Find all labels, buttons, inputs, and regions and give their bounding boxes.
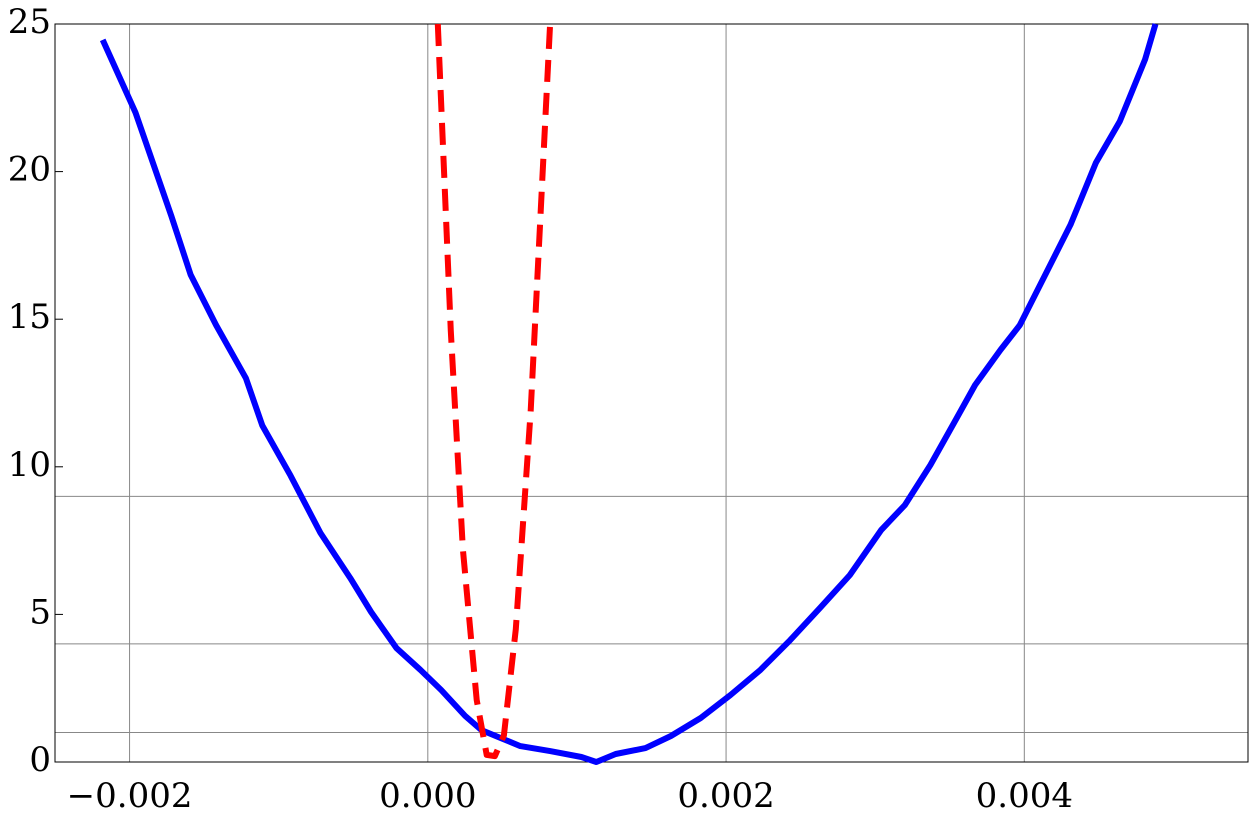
y-tick-label: 25 xyxy=(8,2,51,42)
x-tick-label: −0.002 xyxy=(67,776,193,816)
x-tick-label: 0.004 xyxy=(976,776,1073,816)
series-line xyxy=(434,23,554,760)
y-tick-label: 20 xyxy=(8,150,51,190)
y-tick-label: 0 xyxy=(29,740,51,780)
x-tick-label: 0.002 xyxy=(677,776,774,816)
series-line xyxy=(99,23,1159,765)
plot-frame xyxy=(54,23,1249,763)
y-tick-label: 15 xyxy=(8,297,51,337)
x-tick-label: 0.000 xyxy=(379,776,476,816)
y-tick-label: 10 xyxy=(8,445,51,485)
y-tick-label: 5 xyxy=(29,592,51,632)
